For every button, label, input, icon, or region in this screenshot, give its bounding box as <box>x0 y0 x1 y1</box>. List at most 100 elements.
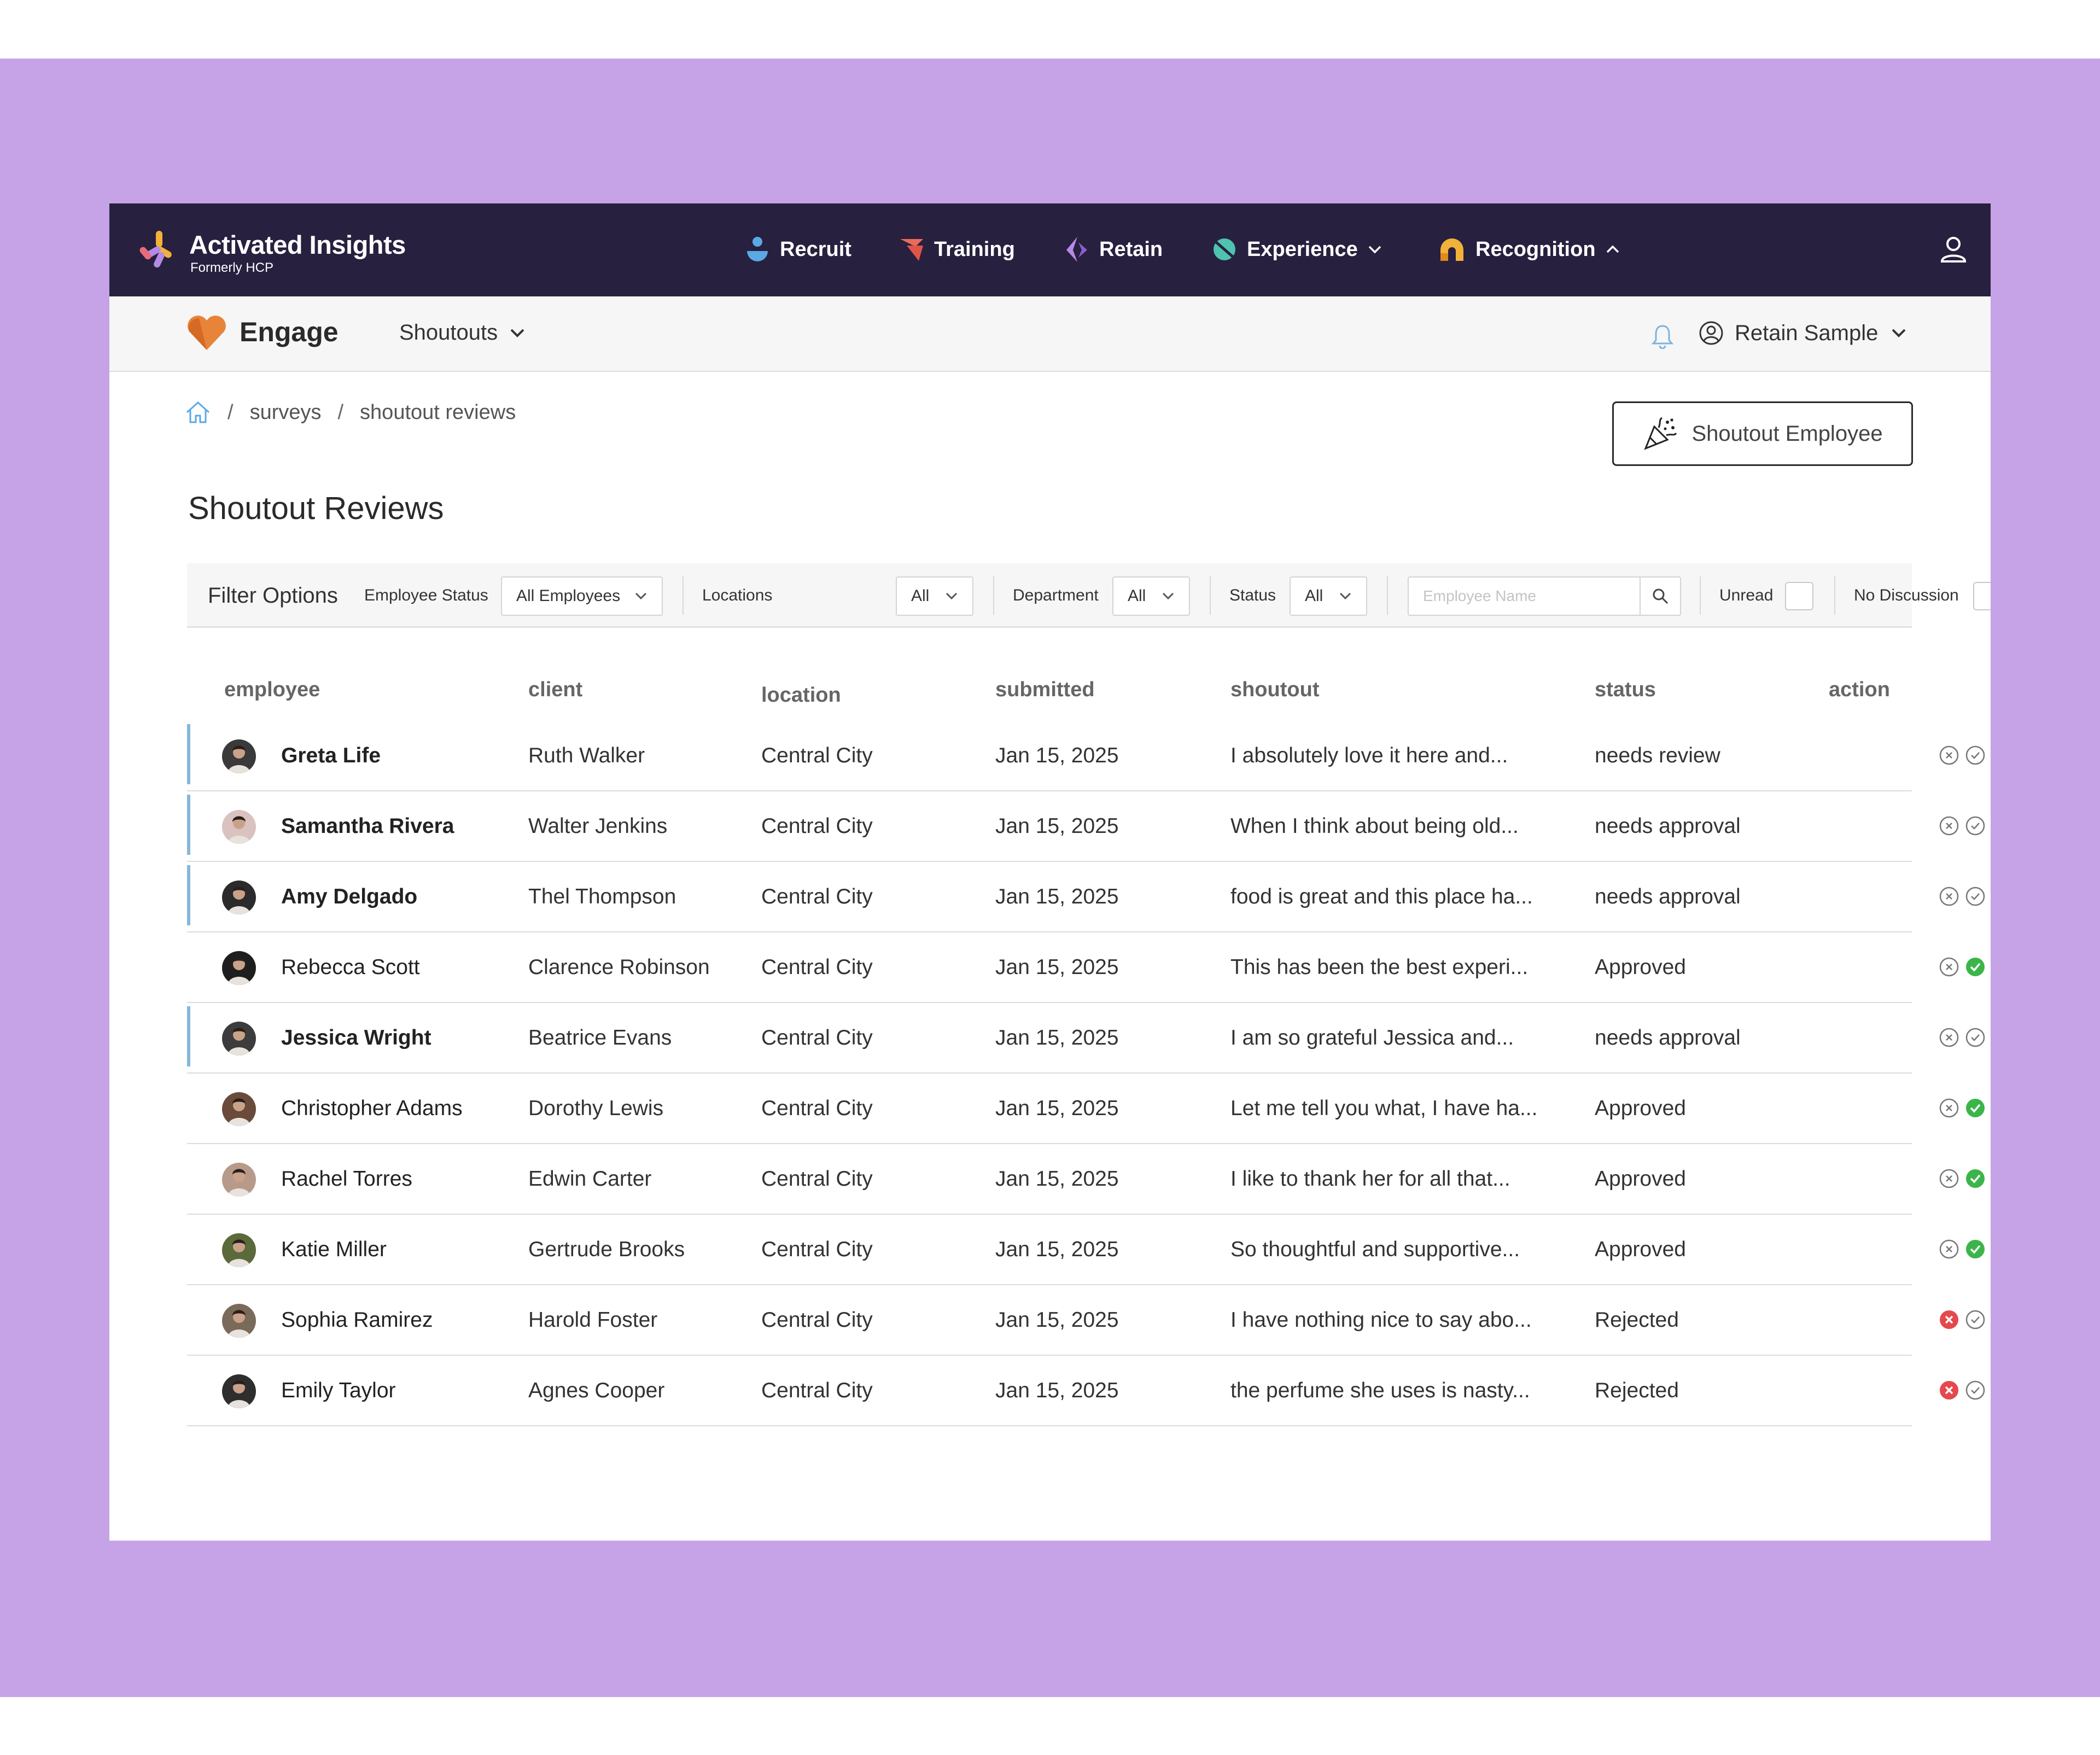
employee-name-input[interactable] <box>1409 578 1641 615</box>
table-row[interactable]: Rebecca Scott Clarence Robinson Central Ci… <box>187 932 1985 1003</box>
status-select[interactable]: All <box>1290 576 1367 616</box>
approve-icon[interactable] <box>1964 744 1986 766</box>
approve-icon[interactable] <box>1964 1168 1986 1190</box>
row-actions <box>1938 1238 1986 1260</box>
approve-icon[interactable] <box>1964 815 1986 837</box>
column-header-shoutout[interactable]: shoutout <box>1230 678 1320 701</box>
home-icon[interactable] <box>185 400 211 424</box>
table-row[interactable]: Amy Delgado Thel Thompson Central City Jan … <box>187 862 1985 932</box>
reject-icon[interactable] <box>1938 1309 1960 1331</box>
table-row[interactable]: Samantha Rivera Walter Jenkins Central Cit… <box>187 791 1985 862</box>
nav-training[interactable]: Training <box>899 232 1015 267</box>
reject-icon[interactable] <box>1938 956 1960 978</box>
cell-location: Central City <box>761 884 873 908</box>
app-window: Activated Insights Formerly HCP Recruit … <box>109 203 1991 1541</box>
cell-status: Approved <box>1595 1096 1686 1120</box>
reject-icon[interactable] <box>1938 1168 1960 1190</box>
reject-icon[interactable] <box>1938 744 1960 766</box>
approve-icon[interactable] <box>1964 885 1986 907</box>
department-select[interactable]: All <box>1112 576 1190 616</box>
nav-recognition-label: Recognition <box>1475 237 1596 261</box>
no-discussion-checkbox[interactable] <box>1973 582 1991 610</box>
row-actions <box>1938 885 1986 907</box>
cell-employee[interactable]: Christopher Adams <box>281 1096 463 1120</box>
reject-icon[interactable] <box>1938 1238 1960 1260</box>
cell-employee[interactable]: Rachel Torres <box>281 1167 412 1191</box>
reject-icon[interactable] <box>1938 1379 1960 1401</box>
reject-icon[interactable] <box>1938 1097 1960 1119</box>
cell-employee[interactable]: Jessica Wright <box>281 1025 431 1049</box>
table-row[interactable]: Emily Taylor Agnes Cooper Central City Jan … <box>187 1356 1985 1426</box>
reject-icon[interactable] <box>1938 815 1960 837</box>
shoutouts-menu[interactable]: Shoutouts <box>399 320 525 345</box>
brand-name: Activated Insights <box>189 230 406 259</box>
approve-icon[interactable] <box>1964 1379 1986 1401</box>
nav-experience-label: Experience <box>1247 237 1358 261</box>
approve-icon[interactable] <box>1964 1027 1986 1048</box>
activated-insights-logo-icon <box>139 231 172 268</box>
nav-recruit[interactable]: Recruit <box>745 232 851 267</box>
cell-client: Walter Jenkins <box>528 814 668 838</box>
top-nav: Activated Insights Formerly HCP Recruit … <box>109 203 1991 296</box>
cell-submitted: Jan 15, 2025 <box>995 1167 1119 1191</box>
row-actions <box>1938 1027 1986 1048</box>
locations-select[interactable]: All <box>896 576 973 616</box>
avatar <box>222 1092 256 1126</box>
table-row[interactable]: Greta Life Ruth Walker Central City Jan 15,… <box>187 721 1985 791</box>
unread-checkbox[interactable] <box>1785 582 1813 610</box>
table-row[interactable]: Jessica Wright Beatrice Evans Central City… <box>187 1003 1985 1074</box>
cell-shoutout: I absolutely love it here and... <box>1230 743 1508 767</box>
avatar <box>222 951 256 985</box>
avatar <box>222 1022 256 1056</box>
table-row[interactable]: Katie Miller Gertrude Brooks Central City J… <box>187 1215 1985 1285</box>
employee-status-label: Employee Status <box>364 586 488 604</box>
cell-client: Thel Thompson <box>528 884 676 908</box>
brand-subtitle: Formerly HCP <box>190 260 274 275</box>
filter-bar: Filter Options Employee Status All Emplo… <box>187 563 1991 628</box>
cell-status: Approved <box>1595 955 1686 979</box>
app-title: Engage <box>240 317 339 347</box>
cell-employee[interactable]: Samantha Rivera <box>281 814 454 838</box>
breadcrumb-separator: / <box>337 400 344 424</box>
approve-icon[interactable] <box>1964 1238 1986 1260</box>
column-header-status[interactable]: status <box>1595 678 1656 701</box>
party-popper-icon <box>1644 417 1677 450</box>
account-menu[interactable]: Retain Sample <box>1699 320 1906 346</box>
employee-status-select[interactable]: All Employees <box>501 576 663 616</box>
nav-recruit-label: Recruit <box>780 237 851 261</box>
shoutout-employee-button[interactable]: Shoutout Employee <box>1612 401 1913 466</box>
cell-status: Rejected <box>1595 1378 1679 1402</box>
search-button[interactable] <box>1640 578 1680 615</box>
table-row[interactable]: Sophia Ramirez Harold Foster Central City J… <box>187 1285 1985 1356</box>
column-header-location[interactable]: location <box>761 684 841 707</box>
account-name: Retain Sample <box>1735 320 1879 345</box>
bell-icon[interactable] <box>1650 323 1675 349</box>
approve-icon[interactable] <box>1964 956 1986 978</box>
column-header-employee[interactable]: employee <box>224 678 320 701</box>
table-row[interactable]: Christopher Adams Dorothy Lewis Central Ci… <box>187 1074 1985 1144</box>
nav-recognition[interactable]: Recognition <box>1438 232 1620 267</box>
nav-experience[interactable]: Experience <box>1212 232 1382 267</box>
reject-icon[interactable] <box>1938 1027 1960 1048</box>
cell-employee[interactable]: Amy Delgado <box>281 884 418 908</box>
user-icon[interactable] <box>1939 235 1968 264</box>
cell-employee[interactable]: Emily Taylor <box>281 1378 396 1402</box>
row-actions <box>1938 1168 1986 1190</box>
status-value: All <box>1305 587 1323 605</box>
column-header-client[interactable]: client <box>528 678 583 701</box>
table-row[interactable]: Rachel Torres Edwin Carter Central City Jan… <box>187 1144 1985 1215</box>
cell-employee[interactable]: Rebecca Scott <box>281 955 420 979</box>
nav-retain[interactable]: Retain <box>1064 232 1163 267</box>
approve-icon[interactable] <box>1964 1309 1986 1331</box>
approve-icon[interactable] <box>1964 1097 1986 1119</box>
cell-employee[interactable]: Katie Miller <box>281 1237 387 1261</box>
reject-icon[interactable] <box>1938 885 1960 907</box>
cell-submitted: Jan 15, 2025 <box>995 955 1119 979</box>
breadcrumb-surveys[interactable]: surveys <box>249 400 322 424</box>
cell-employee[interactable]: Greta Life <box>281 743 381 767</box>
cell-employee[interactable]: Sophia Ramirez <box>281 1308 433 1332</box>
column-header-submitted[interactable]: submitted <box>995 678 1095 701</box>
row-actions <box>1938 744 1986 766</box>
row-actions <box>1938 1097 1986 1119</box>
locations-label: Locations <box>702 586 773 604</box>
